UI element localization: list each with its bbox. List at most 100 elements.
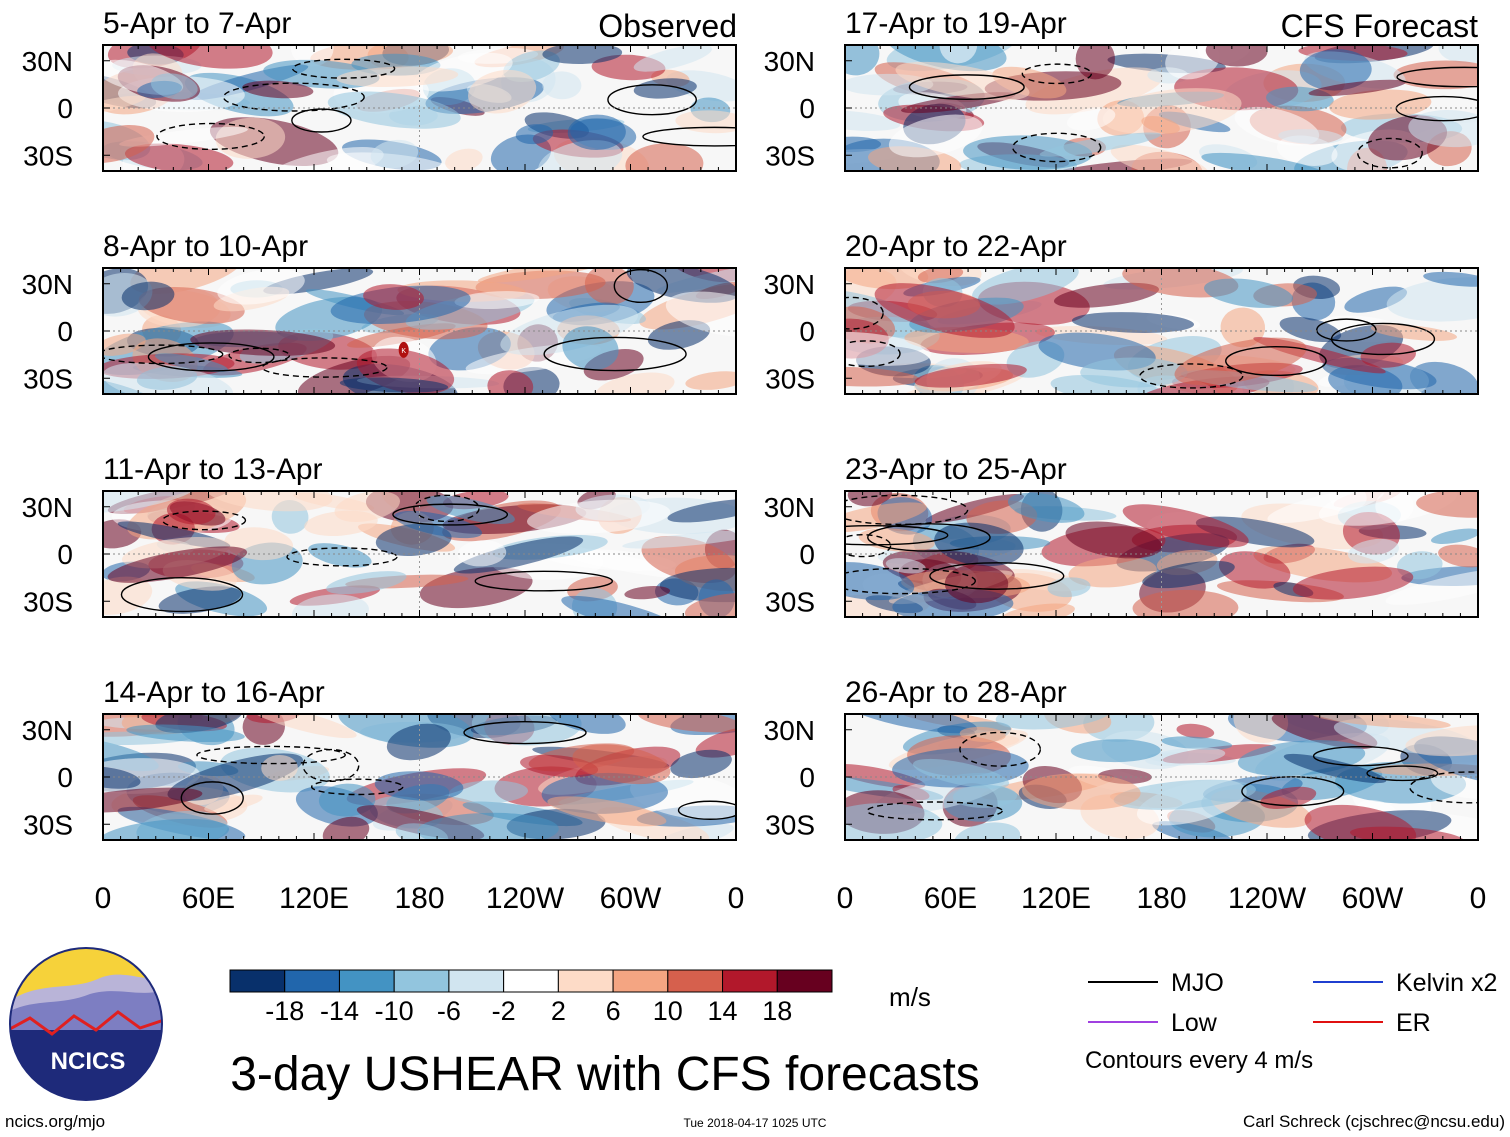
shear-field (845, 714, 1478, 840)
footer-url: ncics.org/mjo (5, 1112, 105, 1131)
mjo-contour (1395, 95, 1478, 122)
colorbar-swatch (448, 969, 505, 993)
mjo-contour (1139, 363, 1244, 389)
shear-blob (1312, 714, 1451, 729)
y-tick-label: 30N (764, 492, 815, 523)
shear-blob (124, 143, 234, 171)
shear-blob (1142, 560, 1235, 589)
shear-field (845, 268, 1478, 394)
shear-blob (685, 371, 736, 390)
shear-blob (572, 744, 671, 785)
shear-blob (1145, 747, 1226, 766)
mjo-contour (929, 562, 1065, 590)
shear-field (103, 491, 736, 617)
mjo-contour (845, 494, 969, 526)
colorbar-swatch (393, 969, 450, 993)
shear-blob (695, 725, 736, 758)
map-panel: 30N 0 30S 14-Apr to 16-Apr (22, 676, 737, 841)
shear-blob (845, 45, 880, 76)
mjo-contour (642, 126, 736, 147)
mjo-contour (845, 567, 976, 595)
y-tick-label: 0 (57, 539, 73, 570)
mjo-contour (228, 347, 291, 364)
y-tick-label: 0 (57, 93, 73, 124)
shear-blob (1438, 45, 1478, 64)
panel-title: 20-Apr to 22-Apr (845, 230, 1067, 263)
mjo-contour (161, 510, 247, 531)
shear-blob (1000, 603, 1075, 617)
mjo-contour (1409, 771, 1478, 804)
shear-blob (667, 498, 736, 523)
x-tick-label: 60W (600, 882, 662, 915)
mjo-contour (677, 800, 736, 820)
shear-blob (1141, 115, 1180, 134)
shear-blob (1409, 361, 1478, 394)
shear-blob (845, 561, 915, 601)
x-axis-left: 0 60E 120E 180 120W 60W 0 (95, 882, 745, 915)
mjo-contour (310, 778, 404, 796)
y-tick-label: 30S (23, 140, 73, 171)
y-tick-label: 30S (23, 363, 73, 394)
colorbar-label: 6 (606, 996, 621, 1026)
mjo-contour (1021, 63, 1093, 85)
shear-blob (538, 140, 623, 171)
x-tick-label: 120E (1021, 882, 1091, 915)
mjo-contour (1357, 137, 1423, 169)
shear-blob (952, 784, 1018, 808)
mjo-contour (120, 576, 244, 613)
shear-blob (103, 124, 155, 164)
legend: MJO Kelvin x2 Low ER (1088, 969, 1497, 1037)
shear-blob (874, 283, 1015, 338)
legend-label: Kelvin x2 (1396, 969, 1497, 997)
shear-blob (1416, 491, 1478, 518)
shear-blob (1279, 316, 1342, 343)
map-panel: 30N 0 30S 8-Apr to 10-Apr K (22, 230, 737, 395)
mjo-contour (261, 357, 388, 378)
shear-blob (633, 45, 712, 72)
panel-title: 11-Apr to 13-Apr (103, 453, 323, 486)
map-panel: 30N 0 30S 17-Apr to 19-Apr (764, 7, 1479, 172)
shear-blob (326, 571, 407, 595)
shear-blob (1050, 374, 1165, 394)
contour-note: Contours every 4 m/s (1085, 1047, 1313, 1074)
x-tick-label: 120W (1228, 882, 1307, 915)
mjo-contour (908, 74, 1025, 101)
y-tick-label: 30S (765, 363, 815, 394)
legend-label: Low (1171, 1009, 1218, 1037)
shear-blob (845, 110, 901, 131)
shear-blob (1405, 725, 1478, 757)
shear-blob (515, 124, 554, 145)
mjo-contour (180, 781, 244, 815)
y-tick-label: 0 (799, 539, 815, 570)
mjo-contour (1316, 318, 1377, 342)
shear-blob (121, 281, 175, 311)
mjo-contour (392, 503, 509, 526)
panel-title: 5-Apr to 7-Apr (103, 7, 291, 40)
y-tick-label: 30N (22, 715, 73, 746)
mjo-contour (463, 720, 587, 745)
shear-blob (363, 284, 424, 310)
shear-blob (445, 148, 483, 171)
y-tick-label: 30N (764, 46, 815, 77)
shear-blob (1408, 109, 1478, 148)
shear-blob (477, 268, 610, 283)
shear-blob (1176, 723, 1215, 739)
mjo-contour (1012, 132, 1102, 163)
shear-blob (1174, 337, 1307, 386)
y-tick-label: 0 (57, 316, 73, 347)
footer-credit: Carl Schreck (cjschrec@ncsu.edu) (1243, 1112, 1505, 1131)
shear-blob (204, 794, 263, 812)
shear-blob (242, 80, 314, 99)
y-tick-label: 30S (23, 586, 73, 617)
colorbar-label: 14 (708, 996, 738, 1026)
shear-blob (468, 69, 537, 114)
colorbar-swatch (338, 969, 395, 993)
colorbar-swatch (284, 969, 340, 993)
shear-blob (1070, 739, 1161, 763)
shear-blob (308, 543, 372, 568)
shear-blob (1110, 144, 1210, 171)
map-panel: 30N 0 30S 5-Apr to 7-Apr (22, 7, 737, 172)
shear-blob (1347, 538, 1400, 564)
shear-blob (103, 375, 157, 394)
mjo-contour (959, 731, 1042, 767)
